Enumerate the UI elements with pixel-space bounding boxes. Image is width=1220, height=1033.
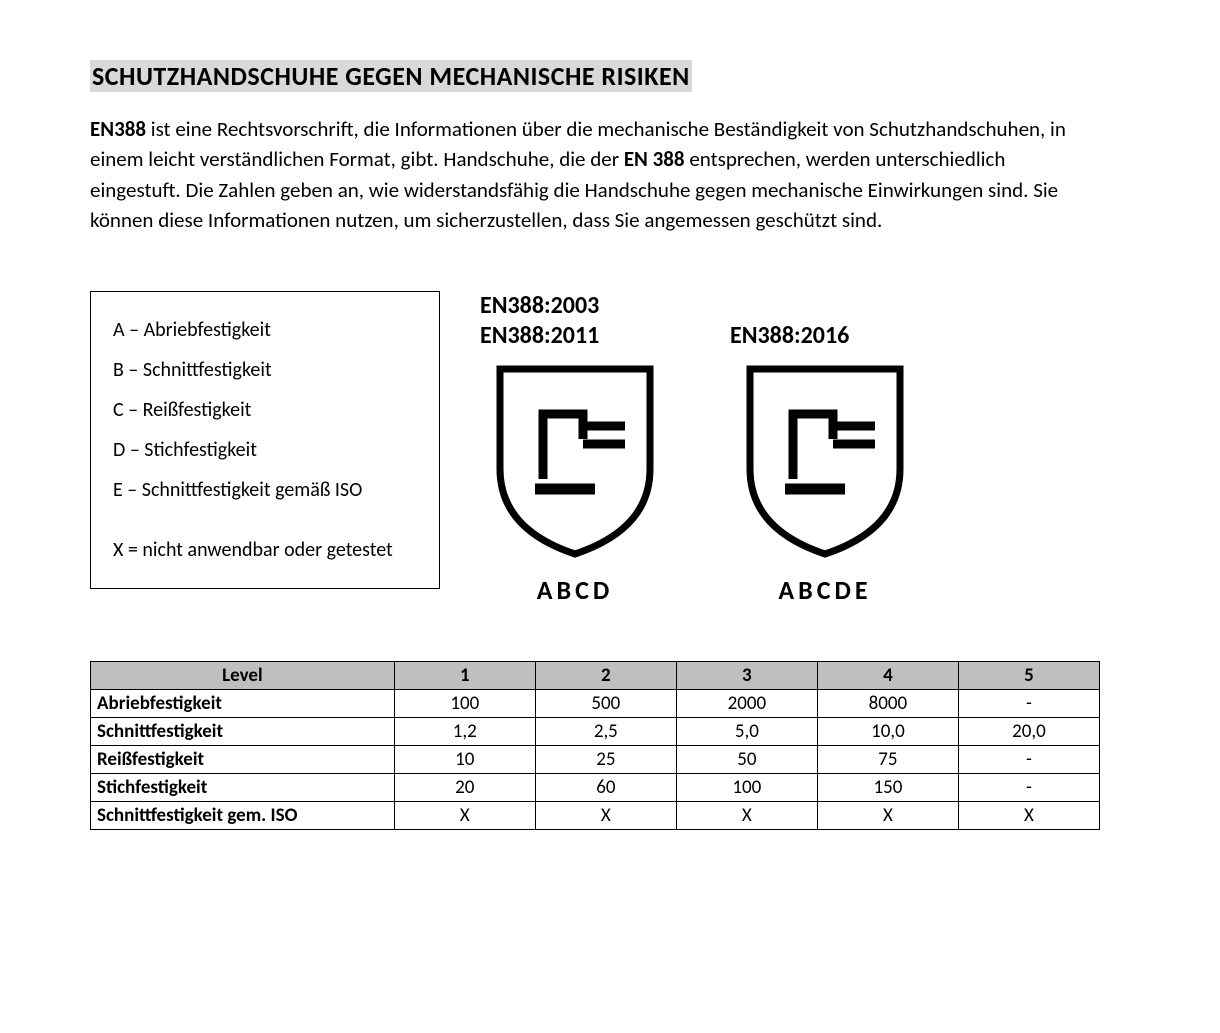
table-row: Reißfestigkeit 10 25 50 75 - xyxy=(91,745,1100,773)
table-header-row: Level 1 2 3 4 5 xyxy=(91,661,1100,689)
table-row: Stichfestigkeit 20 60 100 150 - xyxy=(91,773,1100,801)
cell: 100 xyxy=(394,689,535,717)
row-label: Stichfestigkeit xyxy=(91,773,395,801)
th-3: 3 xyxy=(676,661,817,689)
cell: 150 xyxy=(817,773,958,801)
th-1: 1 xyxy=(394,661,535,689)
shield-icon xyxy=(730,359,920,559)
title-wrap: SCHUTZHANDSCHUHE GEGEN MECHANISCHE RISIK… xyxy=(90,60,1130,92)
legend-e: E – Schnittfestigkeit gemäß ISO xyxy=(113,470,417,510)
cell: 20 xyxy=(394,773,535,801)
th-level: Level xyxy=(91,661,395,689)
table-row: Schnittfestigkeit gem. ISO X X X X X xyxy=(91,801,1100,829)
table-row: Schnittfestigkeit 1,2 2,5 5,0 10,0 20,0 xyxy=(91,717,1100,745)
shield-right-line1: EN388:2016 xyxy=(730,321,920,351)
intro-bold-2: EN 388 xyxy=(624,146,685,172)
shield-right-spacer xyxy=(730,291,920,321)
th-4: 4 xyxy=(817,661,958,689)
cell: 1,2 xyxy=(394,717,535,745)
row-label: Schnittfestigkeit gem. ISO xyxy=(91,801,395,829)
shield-right: EN388:2016 ABCDE xyxy=(730,291,920,606)
shield-left-line1: EN388:2003 xyxy=(480,291,670,321)
intro-bold-1: EN388 xyxy=(90,116,146,142)
intro-paragraph: EN388 ist eine Rechtsvorschrift, die Inf… xyxy=(90,114,1090,236)
cell: - xyxy=(958,773,1099,801)
legend-c: C – Reißfestigkeit xyxy=(113,390,417,430)
cell: 60 xyxy=(535,773,676,801)
cell: 20,0 xyxy=(958,717,1099,745)
legend-and-shields-row: A – Abriebfestigkeit B – Schnittfestigke… xyxy=(90,291,1130,606)
cell: X xyxy=(676,801,817,829)
row-label: Reißfestigkeit xyxy=(91,745,395,773)
shield-right-code: ABCDE xyxy=(730,574,920,606)
shield-left-code: ABCD xyxy=(480,574,670,606)
row-label: Schnittfestigkeit xyxy=(91,717,395,745)
cell: 8000 xyxy=(817,689,958,717)
cell: 50 xyxy=(676,745,817,773)
shield-left-line2: EN388:2011 xyxy=(480,321,670,351)
table-row: Abriebfestigkeit 100 500 2000 8000 - xyxy=(91,689,1100,717)
cell: 10 xyxy=(394,745,535,773)
legend-d: D – Stichfestigkeit xyxy=(113,430,417,470)
legend-b: B – Schnittfestigkeit xyxy=(113,350,417,390)
th-2: 2 xyxy=(535,661,676,689)
shield-left: EN388:2003 EN388:2011 ABCD xyxy=(480,291,670,606)
shield-left-labels: EN388:2003 EN388:2011 xyxy=(480,291,670,351)
cell: 2,5 xyxy=(535,717,676,745)
row-label: Abriebfestigkeit xyxy=(91,689,395,717)
th-5: 5 xyxy=(958,661,1099,689)
cell: - xyxy=(958,689,1099,717)
cell: X xyxy=(394,801,535,829)
page-title: SCHUTZHANDSCHUHE GEGEN MECHANISCHE RISIK… xyxy=(90,60,692,92)
document-page: SCHUTZHANDSCHUHE GEGEN MECHANISCHE RISIK… xyxy=(0,0,1220,890)
shield-right-labels: EN388:2016 xyxy=(730,291,920,351)
cell: 2000 xyxy=(676,689,817,717)
cell: X xyxy=(535,801,676,829)
levels-table: Level 1 2 3 4 5 Abriebfestigkeit 100 500… xyxy=(90,661,1100,830)
cell: 75 xyxy=(817,745,958,773)
cell: - xyxy=(958,745,1099,773)
shield-icon xyxy=(480,359,670,559)
legend-x: X = nicht anwendbar oder getestet xyxy=(113,530,417,570)
cell: 100 xyxy=(676,773,817,801)
legend-box: A – Abriebfestigkeit B – Schnittfestigke… xyxy=(90,291,440,589)
cell: X xyxy=(817,801,958,829)
cell: 500 xyxy=(535,689,676,717)
shields-group: EN388:2003 EN388:2011 ABCD xyxy=(480,291,920,606)
cell: X xyxy=(958,801,1099,829)
cell: 5,0 xyxy=(676,717,817,745)
legend-a: A – Abriebfestigkeit xyxy=(113,310,417,350)
cell: 10,0 xyxy=(817,717,958,745)
cell: 25 xyxy=(535,745,676,773)
